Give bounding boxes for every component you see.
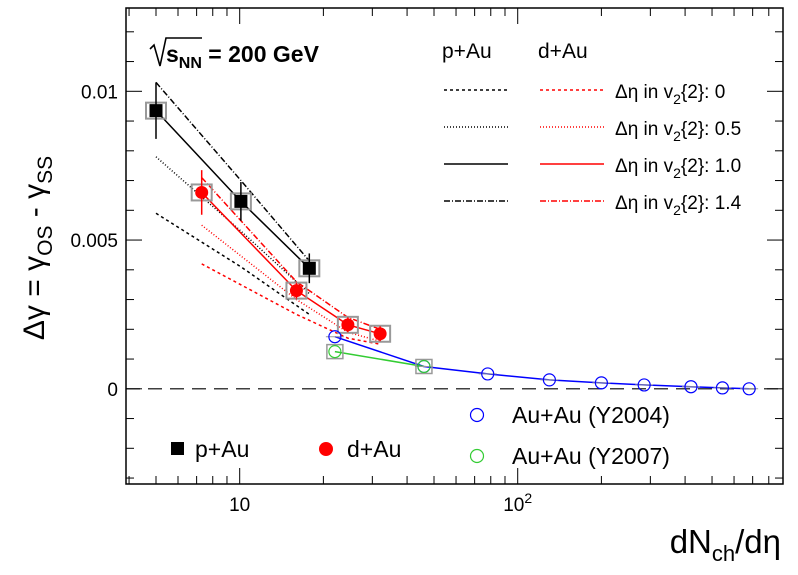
energy-s: s [166, 41, 179, 67]
legend-marker-pau [171, 442, 184, 455]
energy-label: sNN = 200 GeV [149, 37, 320, 72]
model-lines [155, 81, 750, 390]
marker-auau [742, 382, 756, 396]
marker-auau [542, 373, 556, 387]
model-line-dAu [201, 224, 381, 342]
marker-pau [149, 104, 163, 118]
marker-pau [302, 261, 316, 275]
energy-sub: NN [179, 55, 202, 72]
marker-dau [289, 284, 303, 298]
legend-marker-auau2007 [469, 448, 485, 464]
syst-box [326, 343, 344, 360]
legend-label-auau2007: Au+Au (Y2007) [512, 443, 670, 469]
legend-line-label: Δη in v2{2}: 1.4 [615, 193, 742, 218]
energy-tail: = 200 GeV [202, 41, 320, 67]
legend-line-label: Δη in v2{2}: 1.0 [615, 156, 741, 181]
x-tick-label: 10 [229, 495, 250, 516]
marker-pau [234, 194, 248, 208]
series-line [334, 350, 425, 368]
axis-ticks: 0 0.005 0.01 10 102 [70, 8, 784, 516]
legend-marker-dau [319, 442, 333, 456]
legend-label-pau: p+Au [195, 436, 249, 462]
legend-line-label: Δη in v2{2}: 0 [615, 82, 725, 107]
model-line-pAu [155, 81, 310, 262]
marker-auau [417, 359, 431, 374]
marker-legend: p+Au d+Au Au+Au (Y2004) Au+Au (Y2007) [171, 402, 670, 469]
marker-auau [637, 378, 651, 392]
y-axis-title: Δγ = γOS - γSS [18, 156, 57, 340]
plot-frame [125, 7, 784, 485]
model-line-dAu [201, 177, 381, 331]
syst-box [415, 358, 433, 375]
marker-auau [481, 367, 495, 381]
model-line-pAu [155, 110, 310, 269]
legend-line-label: Δη in v2{2}: 0.5 [615, 119, 741, 144]
y-tick-label: 0.01 [81, 82, 118, 103]
x-tick-label: 102 [503, 490, 532, 516]
y-tick-label: 0 [107, 380, 118, 401]
marker-auau [594, 376, 608, 390]
model-line-dAu [201, 263, 381, 345]
model-line-pAu [155, 156, 310, 295]
sqrt-sign [149, 37, 202, 67]
marker-dau [195, 185, 209, 199]
marker-auau [328, 345, 342, 359]
x-axis-title: dNch/dη [670, 523, 781, 566]
line-legend: Δη in v2{2}: 0 Δη in v2{2}: 0.5 Δη in v2{2… [444, 82, 742, 218]
legend-header-pau: p+Au [442, 40, 492, 63]
marker-auau [328, 330, 342, 344]
syst-box [336, 315, 359, 334]
marker-auau [684, 380, 698, 394]
legend-marker-auau2004 [469, 407, 485, 423]
marker-auau [715, 381, 730, 395]
y-tick-label: 0.005 [70, 231, 118, 252]
marker-dau [341, 318, 355, 332]
syst-box [369, 324, 392, 343]
marker-dau [373, 327, 387, 341]
data-markers [144, 82, 759, 396]
legend-label-dau: d+Au [347, 436, 401, 462]
model-line-dAu [201, 191, 381, 335]
legend-label-auau2004: Au+Au (Y2004) [512, 402, 670, 428]
legend-header-dau: d+Au [538, 40, 588, 63]
svg-text:sNN = 200 GeV: sNN = 200 GeV [166, 41, 320, 72]
